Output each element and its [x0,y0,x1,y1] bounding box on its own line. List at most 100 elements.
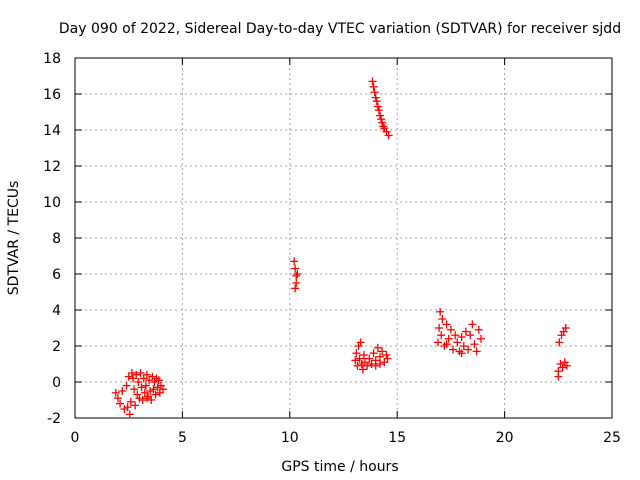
data-point [138,396,147,404]
data-point [369,349,378,358]
data-point [371,361,380,370]
data-point [562,361,571,370]
data-point [371,93,380,102]
data-point [557,331,566,340]
data-point [116,399,125,408]
data-point [367,360,376,368]
x-tick-label: 15 [388,430,406,446]
data-point [118,387,127,395]
data-point [453,338,462,347]
data-point [438,315,447,323]
x-tick-label: 25 [603,430,621,446]
y-axis-label: SDTVAR / TECUs [6,181,22,296]
data-point [442,340,451,349]
data-points [111,77,571,419]
data-point [377,115,386,124]
y-tick-label: 6 [52,267,61,283]
data-point [555,338,564,347]
data-point [560,358,569,367]
y-tick-label: 2 [52,339,61,355]
data-point [130,385,139,394]
data-point [132,370,141,379]
y-tick-label: -2 [47,411,61,427]
data-point [291,264,300,273]
data-point [122,381,131,390]
data-point [472,347,481,356]
data-point [382,351,391,359]
data-point [293,270,302,278]
data-point [355,354,364,363]
data-point [363,361,372,370]
x-tick-label: 5 [178,430,187,446]
data-point [459,342,468,350]
data-point [384,131,393,140]
data-point [136,369,145,377]
data-point [554,372,563,381]
data-point [470,340,479,349]
data-point [359,351,368,359]
data-point [142,394,151,403]
data-point [378,347,387,356]
y-tick-label: 18 [43,51,61,67]
data-point [368,77,377,86]
data-point [440,342,449,350]
data-point [376,111,385,120]
data-point [444,334,453,343]
data-point [461,327,470,336]
data-point [446,325,455,334]
data-point [148,372,157,381]
data-point [457,333,466,341]
data-point [373,102,382,111]
data-point [474,325,483,334]
data-point [435,324,444,332]
data-point [365,354,374,363]
data-point [111,388,120,397]
data-point [141,381,150,390]
data-point [291,284,300,293]
data-point [131,401,140,410]
data-point [556,360,565,368]
data-point [468,320,477,329]
y-tick-label: 0 [52,375,61,391]
data-point [351,356,360,365]
data-point [142,370,151,379]
data-point [290,257,299,266]
data-point [159,385,168,394]
x-tick-label: 0 [71,430,80,446]
data-point [457,349,466,358]
data-point [376,352,385,361]
y-tick-label: 8 [52,231,61,247]
data-point [376,360,385,368]
data-point [123,403,132,412]
data-point [292,271,301,280]
x-tick-label: 10 [281,430,299,446]
data-point [149,385,158,394]
axis-ticks [74,57,613,419]
data-point [464,345,473,354]
data-point [379,122,388,131]
data-point [378,118,387,127]
data-point [370,88,379,97]
x-tick-labels: 0 5 10 15 20 25 [71,430,621,446]
data-point [154,376,163,385]
data-point [113,394,122,403]
x-tick-label: 20 [496,430,514,446]
data-point [352,349,361,358]
data-point [434,338,443,347]
data-point [437,331,446,340]
data-point [466,331,475,340]
data-point [152,374,161,383]
data-point [292,279,301,287]
y-tick-labels: -2 0 2 4 6 8 10 12 14 16 18 [43,51,61,427]
y-tick-label: 16 [43,87,61,103]
data-point [353,361,362,370]
y-tick-label: 12 [43,159,61,175]
data-point [374,106,383,115]
data-point [373,343,382,352]
y-tick-label: 4 [52,303,61,319]
data-point [134,378,143,386]
data-point [559,327,568,336]
data-point [383,354,392,363]
data-point [127,369,136,377]
